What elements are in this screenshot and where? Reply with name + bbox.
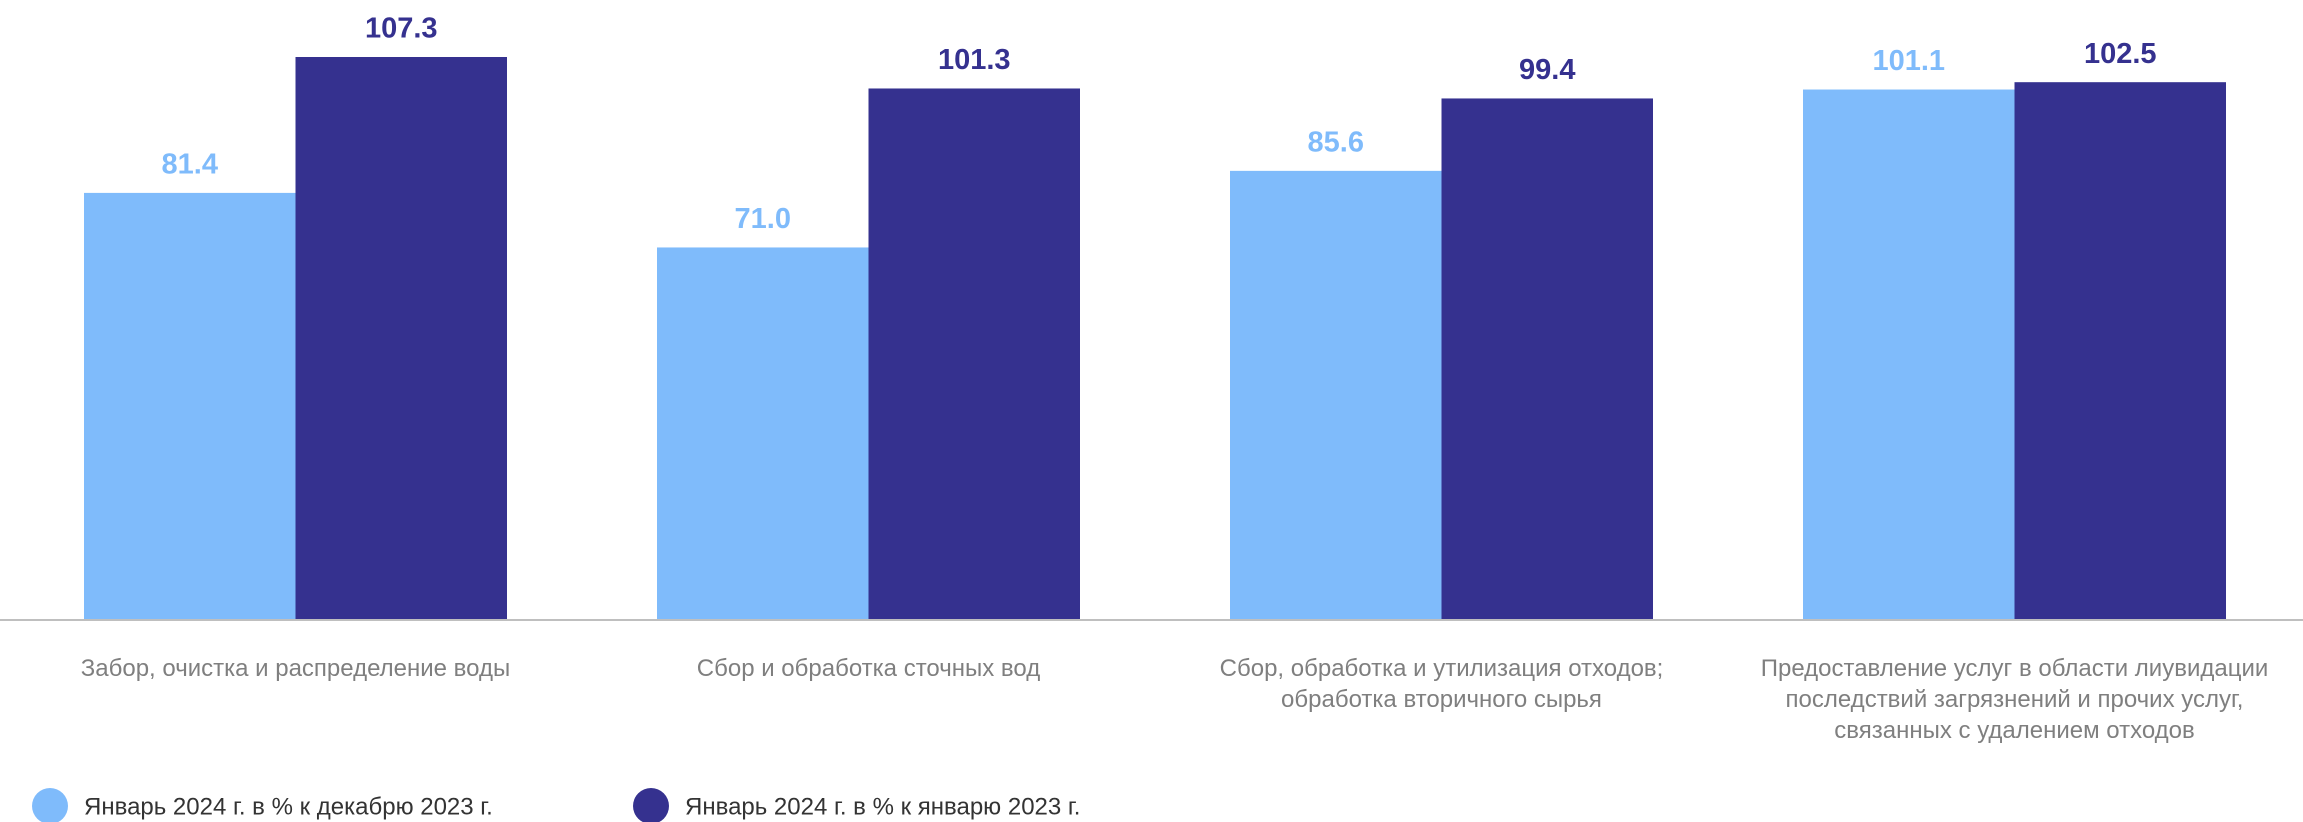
x-tick-label: Сбор и обработка сточных вод	[697, 655, 1040, 682]
legend-marker	[633, 788, 669, 822]
x-tick-label: Сбор, обработка и утилизация отходов; обр…	[1220, 655, 1664, 713]
bar	[295, 57, 507, 620]
x-tick-label: Предоставление услуг в области лиувидаци…	[1761, 655, 2269, 744]
bar	[1441, 98, 1653, 621]
legend-label: Январь 2024 г. в % к декабрю 2023 г.	[84, 793, 493, 820]
value-label: 101.1	[1872, 45, 1945, 77]
value-label: 99.4	[1519, 54, 1575, 86]
bar	[84, 192, 296, 620]
value-label: 101.3	[938, 44, 1011, 76]
bar	[1230, 170, 1442, 621]
value-label: 81.4	[162, 149, 218, 181]
x-tick-label-line: последствий загрязнений и прочих услуг,	[1786, 686, 2244, 713]
value-label: 85.6	[1308, 127, 1364, 159]
x-tick-label-line: Предоставление услуг в области лиувидаци…	[1761, 655, 2269, 682]
value-label: 102.5	[2084, 38, 2157, 70]
value-label: 107.3	[365, 13, 438, 45]
legend-label: Январь 2024 г. в % к январю 2023 г.	[685, 793, 1080, 820]
x-tick-label-line: связанных с удалением отходов	[1834, 717, 2194, 744]
x-tick-label-line: Сбор и обработка сточных вод	[697, 655, 1040, 682]
x-tick-label: Забор, очистка и распределение воды	[81, 655, 510, 682]
bar	[2014, 82, 2226, 620]
x-tick-label-line: Забор, очистка и распределение воды	[81, 655, 510, 682]
bar	[1803, 89, 2015, 620]
x-tick-label-line: обработка вторичного сырья	[1281, 686, 1602, 713]
value-label: 71.0	[735, 203, 791, 235]
bar	[868, 88, 1080, 621]
x-tick-label-line: Сбор, обработка и утилизация отходов;	[1220, 655, 1664, 682]
legend-marker	[32, 788, 68, 822]
bar	[657, 247, 869, 620]
